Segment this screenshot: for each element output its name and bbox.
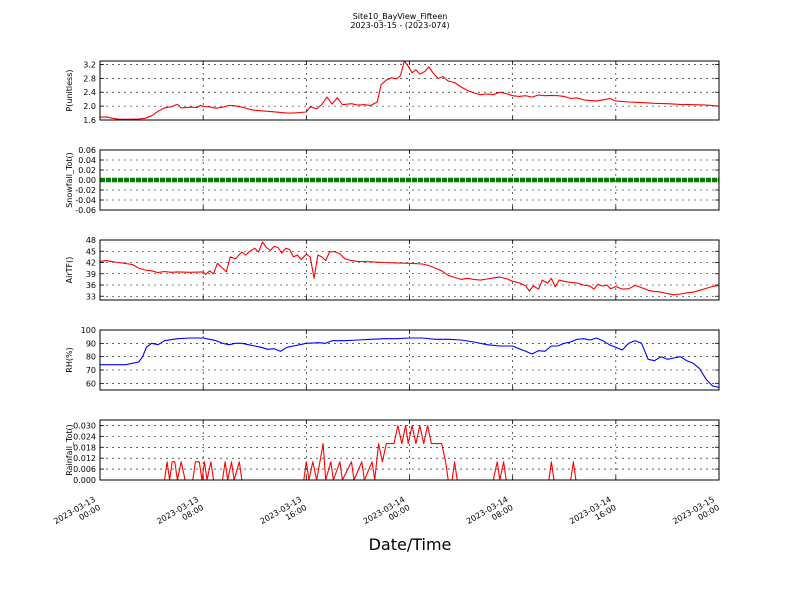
y-tick-label: 0.030 [73,421,96,430]
chart-title: Site10_BayView_Fifteen [353,12,448,21]
y-tick-label: 90 [86,339,96,348]
y-tick-label: -0.02 [75,186,96,195]
y-tick-label: 42 [86,259,96,268]
y-axis-label: RH(%) [65,347,74,372]
y-tick-label: 0.00 [78,176,96,185]
plot-frame [99,60,720,121]
y-tick-label: 0.006 [73,465,96,474]
y-tick-label: 0.04 [78,156,96,165]
y-tick-label: 48 [86,236,96,245]
y-tick-label: 36 [86,281,96,290]
y-tick-label: 39 [86,270,96,279]
y-tick-label: 2.0 [83,102,96,111]
y-tick-label: 2.4 [83,88,96,97]
y-tick-label: 0.018 [73,443,96,452]
y-tick-label: 80 [86,353,96,362]
plot-frame [99,239,720,301]
y-tick-label: 0.000 [73,476,96,485]
panel-3: 33 36 39 42 45 48 AirTF() [65,236,720,301]
plot-frame [99,329,720,391]
y-tick-label: 0.012 [73,454,96,463]
y-tick-label: 0.06 [78,146,96,155]
y-tick-label: 45 [86,247,96,256]
chart-panels: 1.6 2.0 2.4 2.8 3.2 P(unitless) -0.06-0.04-0.0… [65,60,720,485]
series-line [100,424,719,481]
y-tick-label: -0.04 [75,196,96,205]
series-line [99,60,720,120]
y-axis-label: AirTF() [65,257,74,284]
plot-area [100,61,719,120]
plot-frame [99,419,720,481]
y-tick-label: 33 [86,292,96,301]
y-tick-label: 70 [86,366,96,375]
series-line [99,241,720,296]
series-line [100,337,720,388]
y-tick-label: 1.6 [83,116,96,125]
y-tick-label: 60 [86,379,96,388]
y-tick-label: 0.024 [73,432,96,441]
x-axis-label: Date/Time [369,535,452,554]
y-tick-label: 100 [81,326,96,335]
y-tick-label: -0.06 [75,206,96,215]
y-axis-label: Rainfall_Tot() [65,424,74,476]
panel-5: 0.000 0.006 0.012 0.018 0.024 0.030Rainfall_T… [65,419,720,485]
y-tick-label: 2.8 [83,74,96,83]
chart-subtitle: 2023-03-15 - (2023-074) [350,21,449,30]
panel-1: 1.6 2.0 2.4 2.8 3.2 P(unitless) [65,60,720,125]
y-axis-label: P(unitless) [65,69,74,111]
y-axis-label: Snowfall_Tot() [65,152,74,208]
y-tick-label: 0.02 [78,166,96,175]
plot-frame [99,149,720,211]
panel-4: 60 70 80 90 100 RH(%) [65,326,720,391]
y-tick-label: 3.2 [83,60,96,69]
panel-2: -0.06-0.04-0.020.000.020.040.06 Snowfall_… [65,146,720,215]
